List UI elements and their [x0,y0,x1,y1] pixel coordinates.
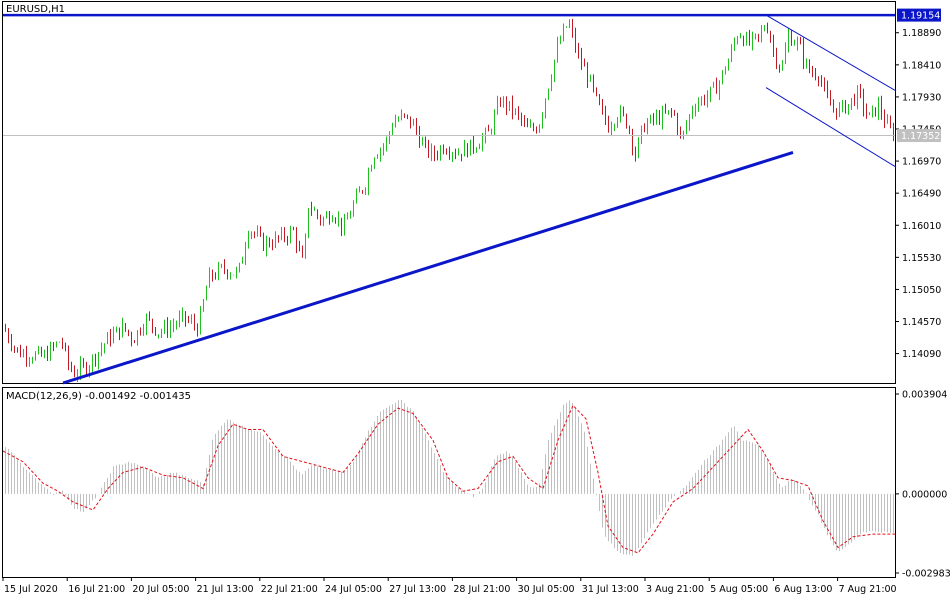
price-tick-label: 1.16970 [902,157,941,168]
time-tick-label: 20 Jul 05:00 [132,584,189,595]
macd-plot [2,399,896,556]
price-tick-label: 1.15050 [902,285,941,296]
macd-tick-label: 0.000000 [902,489,947,500]
time-tick-label: 6 Aug 13:00 [774,584,832,595]
macd-tick-label: 0.003904 [902,390,947,401]
time-tick-label: 5 Aug 05:00 [710,584,768,595]
time-tick-label: 7 Aug 21:00 [839,584,897,595]
resistance-price-label: 1.19154 [901,11,940,22]
chart-title: EURUSD,H1 [6,4,65,15]
time-tick-label: 24 Jul 05:00 [325,584,382,595]
price-tick-label: 1.14570 [902,317,941,328]
price-plot [3,13,897,385]
macd-title: MACD(12,26,9) -0.001492 -0.001435 [6,391,191,402]
time-tick-label: 28 Jul 21:00 [453,584,510,595]
resistance-price-box [897,8,941,22]
price-tick-label: 1.17930 [902,92,941,103]
price-tick-label: 1.18890 [902,28,941,39]
current-price-label: 1.17352 [901,131,940,142]
current-price-box [897,129,941,143]
price-tick-label: 1.14090 [902,349,941,360]
time-tick-label: 27 Jul 13:00 [389,584,446,595]
time-tick-label: 3 Aug 21:00 [646,584,704,595]
trendline-2 [765,87,897,168]
macd-signal-line [2,404,896,554]
time-tick-label: 15 Jul 2020 [4,584,58,595]
axes: 1.188901.184101.179301.174501.169701.164… [2,8,950,595]
trendline-1 [765,14,897,92]
time-tick-label: 31 Jul 13:00 [582,584,639,595]
price-panel-frame [2,1,896,384]
trendline-0 [62,150,794,385]
price-tick-label: 1.16490 [902,189,941,200]
time-tick-label: 22 Jul 21:00 [261,584,318,595]
time-tick-label: 21 Jul 13:00 [197,584,254,595]
time-tick-label: 16 Jul 21:00 [68,584,125,595]
macd-tick-label: -0.002983 [902,569,950,580]
price-tick-label: 1.15530 [902,253,941,264]
price-tick-label: 1.18410 [902,60,941,71]
time-tick-label: 30 Jul 05:00 [518,584,575,595]
price-tick-label: 1.16010 [902,221,941,232]
